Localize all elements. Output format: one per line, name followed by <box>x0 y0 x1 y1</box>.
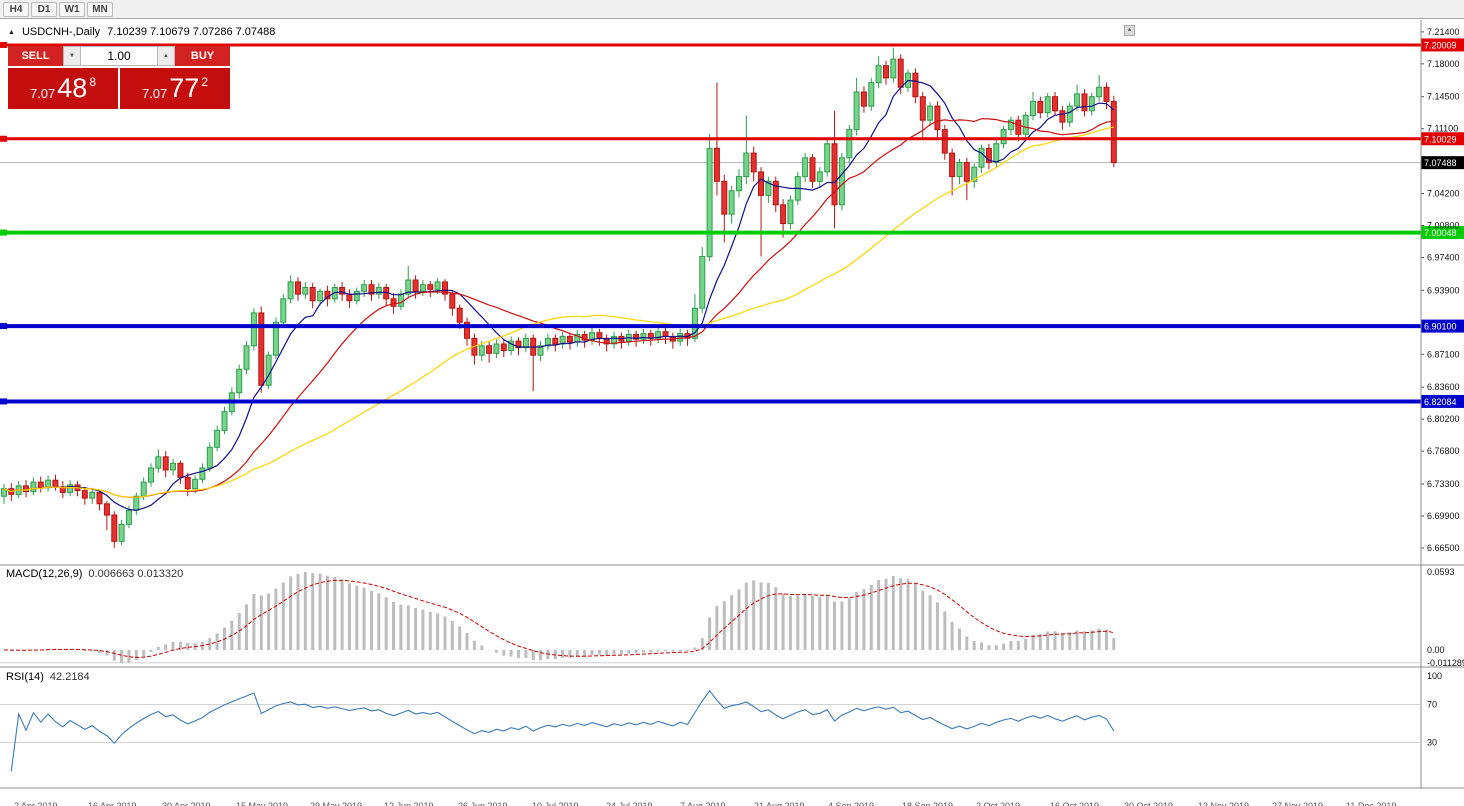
svg-text:30 Apr 2019: 30 Apr 2019 <box>162 801 211 806</box>
svg-text:6.87100: 6.87100 <box>1427 349 1460 359</box>
ask-price-tile[interactable]: 7.07 77 2 <box>120 68 230 109</box>
chevron-down-icon: ▼ <box>69 53 75 59</box>
svg-text:2 Oct 2019: 2 Oct 2019 <box>976 801 1020 806</box>
svg-text:27 Nov 2019: 27 Nov 2019 <box>1272 801 1323 806</box>
svg-text:26 Jun 2019: 26 Jun 2019 <box>458 801 508 806</box>
expand-arrow-icon: ▲ <box>8 28 15 36</box>
bid-prefix: 7.07 <box>29 86 56 101</box>
svg-text:6.82084: 6.82084 <box>1424 397 1457 407</box>
timeframe-button-w1[interactable]: W1 <box>59 1 85 17</box>
bid-price-tile[interactable]: 7.07 48 8 <box>8 68 118 109</box>
sell-button[interactable]: SELL <box>8 46 63 66</box>
ask-pip-digit: 2 <box>201 75 209 89</box>
svg-text:70: 70 <box>1427 700 1437 710</box>
svg-text:100: 100 <box>1427 671 1442 681</box>
svg-text:16 Oct 2019: 16 Oct 2019 <box>1050 801 1099 806</box>
svg-text:7.18000: 7.18000 <box>1427 59 1460 69</box>
volume-decrease-button[interactable]: ▼ <box>63 46 81 66</box>
svg-text:11 Dec 2019: 11 Dec 2019 <box>1346 801 1396 806</box>
svg-text:16 Apr 2019: 16 Apr 2019 <box>88 801 137 806</box>
ask-prefix: 7.07 <box>141 86 168 101</box>
bid-pip-digit: 8 <box>89 75 97 89</box>
svg-text:6.80200: 6.80200 <box>1427 414 1460 424</box>
svg-text:6.69900: 6.69900 <box>1427 511 1460 521</box>
svg-text:13 Nov 2019: 13 Nov 2019 <box>1198 801 1249 806</box>
bid-big-digits: 48 <box>57 73 88 103</box>
macd-indicator-label: MACD(12,26,9) 0.006663 0.013320 <box>6 568 183 580</box>
chevron-up-icon: ▲ <box>163 53 169 59</box>
svg-text:6.76800: 6.76800 <box>1427 446 1460 456</box>
svg-text:30: 30 <box>1427 738 1437 748</box>
svg-text:4 Sep 2019: 4 Sep 2019 <box>828 801 874 806</box>
svg-text:24 Jul 2019: 24 Jul 2019 <box>606 801 653 806</box>
macd-name: MACD(12,26,9) <box>6 568 83 580</box>
svg-text:15 May 2019: 15 May 2019 <box>236 801 288 806</box>
svg-text:6.97400: 6.97400 <box>1427 252 1460 262</box>
svg-text:6.93900: 6.93900 <box>1427 285 1460 295</box>
chart-window: 7.20009 7.10029 7.00048 6.90100 6.82084 7.214… <box>0 20 1464 806</box>
macd-values: 0.006663 0.013320 <box>88 568 184 580</box>
svg-text:7.00048: 7.00048 <box>1424 228 1457 238</box>
scroll-to-end-marker[interactable]: ▲ <box>1124 25 1135 36</box>
svg-text:7.20009: 7.20009 <box>1424 40 1457 50</box>
rsi-name: RSI(14) <box>6 671 44 683</box>
svg-text:18 Sep 2019: 18 Sep 2019 <box>902 801 953 806</box>
svg-text:30 Oct 2019: 30 Oct 2019 <box>1124 801 1173 806</box>
timeframe-button-h4[interactable]: H4 <box>3 1 29 17</box>
svg-text:-0.011289: -0.011289 <box>1427 658 1464 668</box>
svg-text:7 Aug 2019: 7 Aug 2019 <box>680 801 726 806</box>
svg-text:0.00: 0.00 <box>1427 645 1445 655</box>
rsi-value: 42.2184 <box>49 671 90 683</box>
svg-text:7.07488: 7.07488 <box>1424 158 1457 168</box>
volume-input[interactable] <box>81 46 157 66</box>
volume-increase-button[interactable]: ▲ <box>157 46 175 66</box>
svg-text:6.90100: 6.90100 <box>1424 322 1457 332</box>
chart-symbol-label: ▲ USDCNH-,Daily 7.10239 7.10679 7.07286 … <box>8 26 275 38</box>
svg-text:2 Apr 2019: 2 Apr 2019 <box>14 801 58 806</box>
svg-text:6.66500: 6.66500 <box>1427 543 1460 553</box>
price-axis[interactable] <box>1421 20 1464 788</box>
svg-text:7.10029: 7.10029 <box>1424 134 1457 144</box>
timeframe-toolbar: H4 D1 W1 MN <box>0 0 1464 19</box>
svg-text:6.73300: 6.73300 <box>1427 479 1460 489</box>
svg-text:0.0593: 0.0593 <box>1427 567 1455 577</box>
timeframe-button-d1[interactable]: D1 <box>31 1 57 17</box>
svg-text:10 Jul 2019: 10 Jul 2019 <box>532 801 579 806</box>
svg-text:6.83600: 6.83600 <box>1427 382 1460 392</box>
svg-text:7.00800: 7.00800 <box>1427 221 1460 231</box>
rsi-indicator-label: RSI(14) 42.2184 <box>6 671 90 683</box>
svg-text:7.14500: 7.14500 <box>1427 92 1460 102</box>
ohlc-values-text: 7.10239 7.10679 7.07286 7.07488 <box>107 26 276 38</box>
svg-text:7.11100: 7.11100 <box>1427 124 1458 134</box>
time-axis[interactable] <box>0 789 1421 806</box>
buy-button[interactable]: BUY <box>175 46 230 66</box>
timeframe-button-mn[interactable]: MN <box>87 1 113 17</box>
svg-text:21 Aug 2019: 21 Aug 2019 <box>754 801 805 806</box>
svg-text:7.04200: 7.04200 <box>1427 189 1460 199</box>
svg-text:7.21400: 7.21400 <box>1427 27 1460 37</box>
ask-big-digits: 77 <box>169 73 200 103</box>
chart-canvas[interactable]: 7.20009 7.10029 7.00048 6.90100 6.82084 7.214… <box>0 20 1464 806</box>
symbol-timeframe-text: USDCNH-,Daily <box>21 26 101 38</box>
scroll-arrow-icon: ▲ <box>1126 27 1133 33</box>
svg-text:12 Jun 2019: 12 Jun 2019 <box>384 801 434 806</box>
svg-text:29 May 2019: 29 May 2019 <box>310 801 362 806</box>
